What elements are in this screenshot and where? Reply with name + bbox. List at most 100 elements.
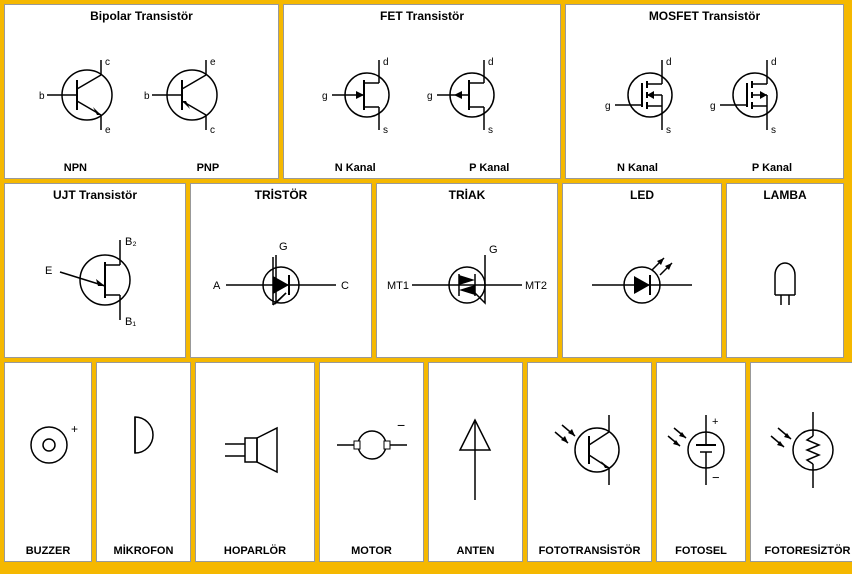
pin-b: b — [39, 91, 45, 102]
cell-fototransistor: FOTOTRANSİSTÖR — [527, 362, 652, 562]
pin-e: E — [45, 265, 52, 277]
symbol-triak: MT1 MT2 G — [381, 206, 553, 353]
cell-lamba: LAMBA — [726, 183, 844, 358]
tristor-svg: A C G — [201, 220, 361, 340]
pin-c: c — [210, 125, 215, 136]
cell-bipolar: Bipolar Transistör b c — [4, 4, 279, 179]
pin-e: e — [105, 125, 111, 136]
cell-tristor: TRİSTÖR A C G — [190, 183, 372, 358]
cell-fotosel: + − FOTOSEL — [656, 362, 746, 562]
triak-svg: MT1 MT2 G — [382, 220, 552, 340]
pin-g: G — [279, 241, 288, 253]
title-tristor: TRİSTÖR — [255, 188, 308, 202]
label-npn: NPN — [64, 162, 87, 174]
label-fototransistor: FOTOTRANSİSTÖR — [539, 545, 641, 557]
plus-icon: + — [71, 422, 78, 436]
cell-buzzer: + BUZZER — [4, 362, 92, 562]
pin-g: g — [427, 91, 433, 102]
symbol-led — [567, 206, 717, 353]
cell-ujt: UJT Transistör E B₂ B₁ — [4, 183, 186, 358]
pin-s: s — [666, 125, 671, 136]
row-2: UJT Transistör E B₂ B₁ — [4, 183, 848, 358]
symbol-anten — [433, 367, 518, 543]
cell-hoparlor: HOPARLÖR — [195, 362, 315, 562]
pin-c: c — [105, 57, 110, 68]
label-mikrofon: MİKROFON — [114, 545, 174, 557]
sub-labels-mosfet: N Kanal P Kanal — [570, 162, 839, 174]
pin-g: g — [322, 91, 328, 102]
title-bipolar: Bipolar Transistör — [90, 9, 193, 23]
symbol-mosfet: g d s — [570, 27, 839, 162]
title-mosfet: MOSFET Transistör — [649, 9, 760, 23]
pin-s: s — [383, 125, 388, 136]
title-ujt: UJT Transistör — [53, 188, 137, 202]
cell-triak: TRİAK MT1 MT2 G — [376, 183, 558, 358]
cell-fet: FET Transistör g d s — [283, 4, 561, 179]
pin-d: d — [383, 57, 389, 68]
symbol-hoparlor — [200, 367, 310, 543]
led-svg — [572, 220, 712, 340]
pin-d: d — [666, 57, 672, 68]
symbol-grid: Bipolar Transistör b c — [0, 0, 852, 574]
pin-g: g — [605, 101, 611, 112]
label-nkanal: N Kanal — [335, 162, 376, 174]
label-fotosel: FOTOSEL — [675, 545, 727, 557]
pin-s: s — [488, 125, 493, 136]
cell-led: LED — [562, 183, 722, 358]
symbol-mikrofon — [101, 367, 186, 543]
mikrofon-svg — [101, 395, 186, 515]
cell-mikrofon: MİKROFON — [96, 362, 191, 562]
sub-labels-fet: N Kanal P Kanal — [288, 162, 556, 174]
cell-fotorezistor: FOTORESİZTÖR — [750, 362, 852, 562]
label-hoparlor: HOPARLÖR — [224, 545, 286, 557]
minus-icon: − — [712, 470, 720, 485]
pin-mt2: MT2 — [525, 280, 547, 292]
symbol-ujt: E B₂ B₁ — [9, 206, 181, 353]
pin-a: A — [213, 280, 221, 292]
pin-b: b — [144, 91, 150, 102]
plus-icon: + — [712, 416, 718, 428]
fotosel-svg: + − — [661, 395, 741, 515]
ujt-svg: E B₂ B₁ — [20, 220, 170, 340]
cell-mosfet: MOSFET Transistör — [565, 4, 844, 179]
motor-svg: − — [324, 395, 419, 515]
fet-svg: g d s g d — [307, 40, 537, 150]
pin-d: d — [488, 57, 494, 68]
row-3: + BUZZER MİKROFON — [4, 362, 848, 562]
title-led: LED — [630, 188, 654, 202]
label-motor: MOTOR — [351, 545, 392, 557]
label-buzzer: BUZZER — [26, 545, 71, 557]
cell-anten: ANTEN — [428, 362, 523, 562]
label-pkanal: P Kanal — [752, 162, 792, 174]
symbol-tristor: A C G — [195, 206, 367, 353]
title-triak: TRİAK — [449, 188, 486, 202]
label-fotorezistor: FOTORESİZTÖR — [765, 545, 851, 557]
pin-e: e — [210, 57, 216, 68]
pin-s: s — [771, 125, 776, 136]
symbol-bipolar: b c e b e — [9, 27, 274, 162]
bipolar-svg: b c e b e — [27, 40, 257, 150]
anten-svg — [433, 390, 518, 520]
symbol-motor: − — [324, 367, 419, 543]
pin-g: g — [710, 101, 716, 112]
fototransistor-svg — [532, 395, 647, 515]
fotorezistor-svg — [755, 395, 852, 515]
pin-mt1: MT1 — [387, 280, 409, 292]
row-1: Bipolar Transistör b c — [4, 4, 848, 179]
minus-icon: − — [397, 417, 405, 433]
label-pnp: PNP — [197, 162, 220, 174]
title-fet: FET Transistör — [380, 9, 464, 23]
symbol-fotosel: + − — [661, 367, 741, 543]
title-lamba: LAMBA — [763, 188, 806, 202]
symbol-lamba — [731, 206, 839, 353]
cell-motor: − MOTOR — [319, 362, 424, 562]
label-pkanal: P Kanal — [469, 162, 509, 174]
sub-labels-bipolar: NPN PNP — [9, 162, 274, 174]
hoparlor-svg — [200, 395, 310, 515]
label-anten: ANTEN — [457, 545, 495, 557]
symbol-buzzer: + — [9, 367, 87, 543]
buzzer-svg: + — [9, 395, 87, 515]
lamba-svg — [735, 220, 835, 340]
symbol-fet: g d s g d — [288, 27, 556, 162]
symbol-fototransistor — [532, 367, 647, 543]
